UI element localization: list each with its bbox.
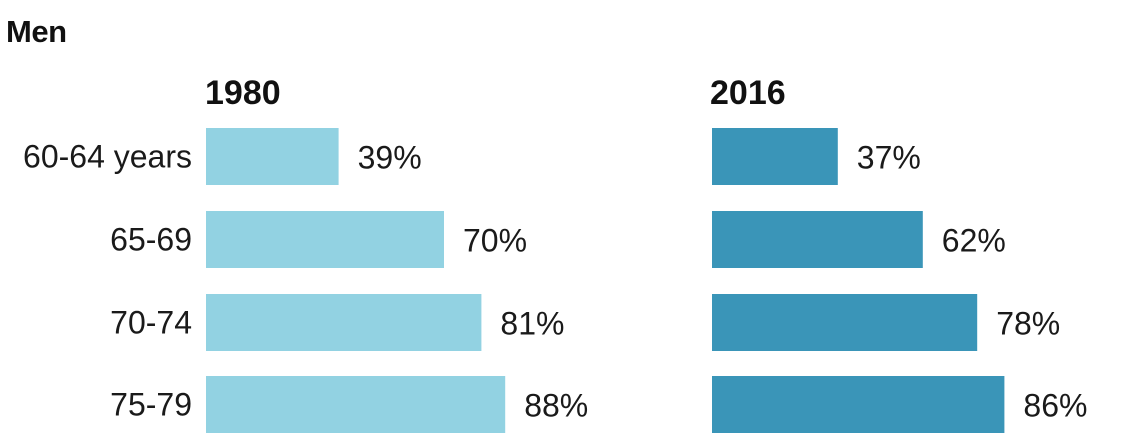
category-label: 70-74 bbox=[110, 305, 192, 341]
bar-1980-2 bbox=[206, 294, 482, 351]
value-label-1980-3: 88% bbox=[524, 388, 588, 424]
bar-2016-1 bbox=[712, 211, 923, 268]
chart-title: Men bbox=[6, 14, 67, 49]
category-label: 75-79 bbox=[110, 387, 192, 423]
category-label: 65-69 bbox=[110, 222, 192, 258]
bar-1980-0 bbox=[206, 128, 339, 185]
value-label-2016-2: 78% bbox=[996, 306, 1060, 342]
bar-1980-1 bbox=[206, 211, 444, 268]
value-label-1980-1: 70% bbox=[463, 223, 527, 259]
value-label-2016-3: 86% bbox=[1023, 388, 1087, 424]
category-label: 60-64 years bbox=[23, 139, 192, 175]
bar-2016-0 bbox=[712, 128, 838, 185]
value-label-1980-2: 81% bbox=[500, 306, 564, 342]
bar-1980-3 bbox=[206, 376, 506, 433]
panel-title-2016: 2016 bbox=[710, 74, 786, 112]
bar-2016-3 bbox=[712, 376, 1005, 433]
panel-title-1980: 1980 bbox=[205, 74, 281, 112]
value-label-2016-0: 37% bbox=[857, 140, 921, 176]
bar-2016-2 bbox=[712, 294, 978, 351]
value-label-1980-0: 39% bbox=[358, 140, 422, 176]
value-label-2016-1: 62% bbox=[942, 223, 1006, 259]
